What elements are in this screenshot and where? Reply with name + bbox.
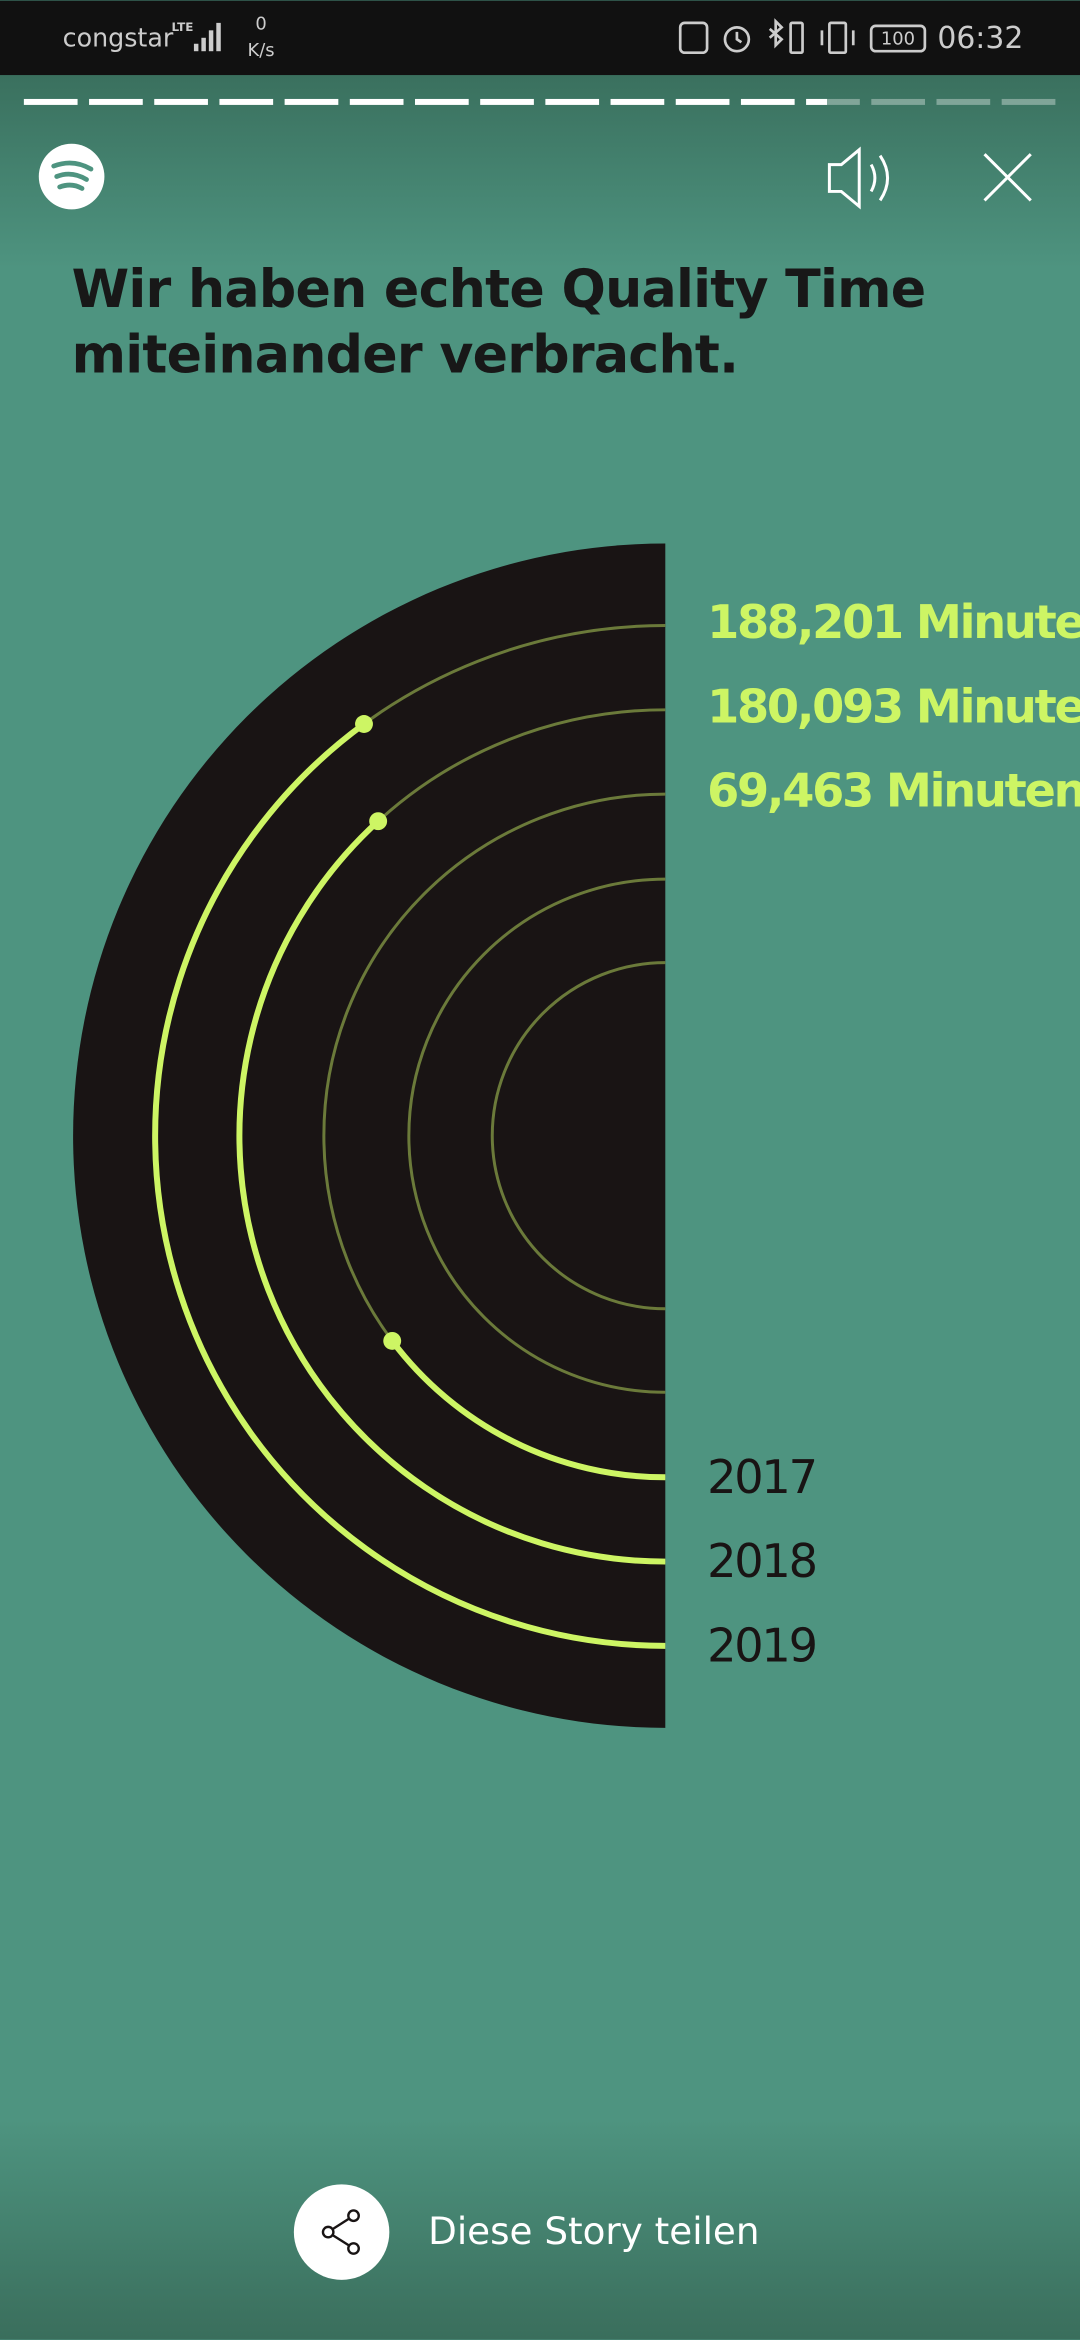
signal-icon [193, 22, 221, 52]
minutes-arc [152, 721, 666, 1649]
year-label: 2017 [707, 1450, 816, 1504]
minutes-arc [389, 1339, 666, 1481]
progress-segment [23, 98, 78, 105]
share-icon-button[interactable] [293, 2184, 390, 2280]
minutes-label: 188,201 Minuten [707, 595, 1080, 649]
progress-segment [740, 98, 795, 105]
ring [407, 877, 666, 1394]
minutes-label: 180,093 Minuten [707, 679, 1080, 733]
spotify-logo-waves [51, 160, 94, 191]
ring [490, 961, 666, 1311]
speed-unit: K/s [248, 40, 275, 61]
close-button[interactable] [983, 153, 1032, 202]
top-shade [0, 75, 1080, 270]
year-label: 2018 [707, 1534, 816, 1588]
radial-chart: 69,463 Minuten 2017 180,093 Minuten 2018 188… [152, 595, 1080, 1672]
mute-button[interactable] [827, 146, 890, 210]
progress-fill [806, 98, 828, 105]
carrier: congstar [63, 22, 174, 52]
progress-segment [871, 98, 926, 105]
story-progress [23, 98, 1056, 105]
progress-segment [349, 98, 404, 105]
network: LTE [172, 20, 194, 34]
progress-segment [610, 98, 665, 105]
progress-segment [1001, 98, 1056, 105]
status-bar [0, 0, 1080, 76]
chart-disc [73, 543, 666, 1728]
progress-segment [219, 98, 274, 105]
progress-segment [154, 98, 208, 105]
progress-segment [89, 98, 143, 105]
progress-segment [936, 98, 991, 105]
arc-end-dot [369, 812, 388, 831]
title-line: miteinander verbracht. [72, 326, 739, 386]
share-label[interactable]: Diese Story teilen [428, 2209, 759, 2253]
status-icons [678, 18, 927, 55]
progress-segment [414, 98, 469, 105]
bottom-shade [0, 2118, 1080, 2340]
progress-segment [806, 98, 860, 105]
year-label: 2019 [707, 1618, 816, 1672]
arc-end-dot [355, 715, 373, 733]
battery: 100 [881, 28, 915, 49]
speed: 0 [255, 13, 266, 34]
progress-segment [284, 98, 339, 105]
progress-segment [675, 98, 730, 105]
clock: 06:32 [937, 21, 1023, 56]
arc-end-dot [383, 1331, 402, 1350]
share-icon [321, 2209, 360, 2255]
progress-segment [545, 98, 600, 105]
minutes-label: 69,463 Minuten [707, 764, 1080, 818]
minutes-arc [236, 818, 666, 1565]
title-line: Wir haben echte Quality Time [72, 260, 926, 320]
progress-segment [480, 98, 534, 105]
